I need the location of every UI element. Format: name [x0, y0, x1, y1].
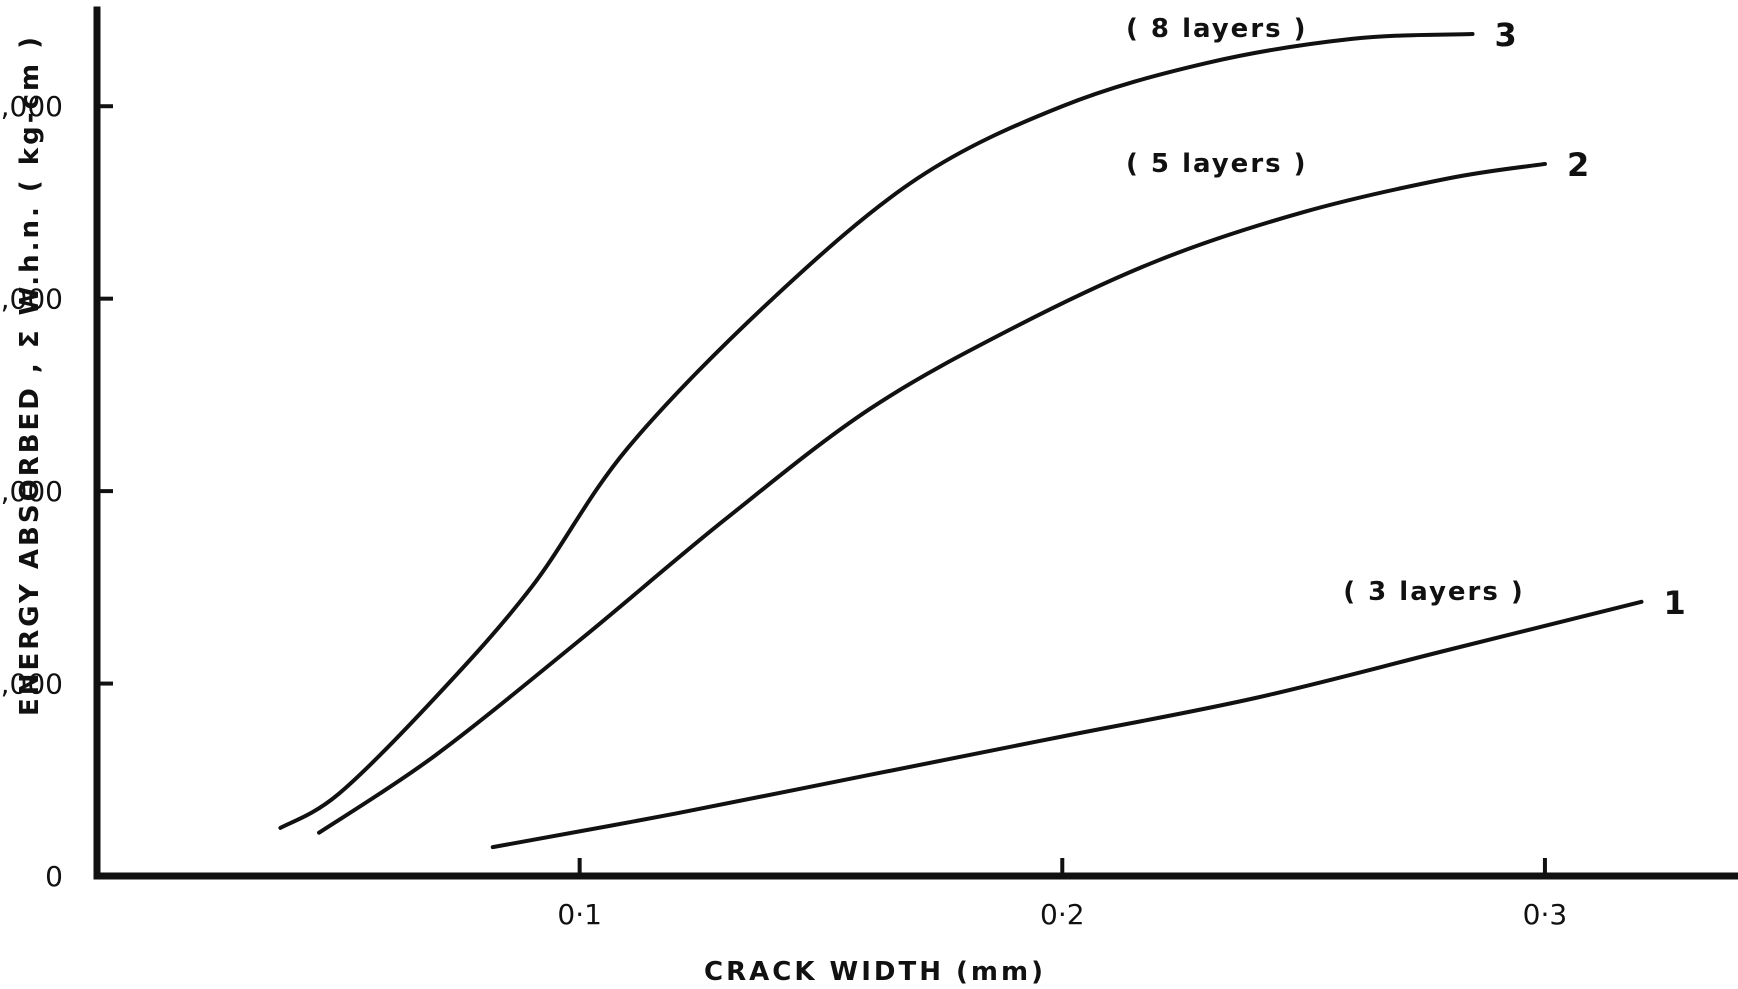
series-line-1: [490, 599, 1644, 850]
y-axis-title: ENERGY ABSORBED , Σ W.h.n. ( kg-cm ): [15, 34, 45, 716]
series-label-3: ( 8 layers ): [1126, 14, 1308, 44]
series-number-2: 2: [1567, 146, 1589, 184]
series-label-1: ( 3 layers ): [1343, 577, 1525, 607]
y-tick-label: 12,000: [0, 283, 63, 316]
series-line-2: [317, 161, 1547, 835]
y-tick-label: 4,000: [0, 668, 63, 701]
series-layer: [278, 32, 1644, 850]
labels-layer: 3 ( 8 layers ) 2 ( 5 layers ) 1 ( 3 layers ): [1126, 14, 1686, 622]
x-tick-label: 0·3: [1523, 898, 1568, 931]
series-label-2: ( 5 layers ): [1126, 149, 1308, 179]
axes: [93, 6, 1738, 880]
x-tick-label: 0·2: [1040, 898, 1085, 931]
x-ticks: 0·1 0·2 0·3: [557, 858, 1567, 931]
y-tick-label: 16,000: [0, 90, 63, 123]
y-tick-label: 8,000: [0, 475, 63, 508]
series-number-3: 3: [1495, 16, 1517, 54]
series-line-3: [278, 32, 1475, 830]
y-tick-label: 0: [45, 860, 63, 893]
series-number-1: 1: [1663, 584, 1685, 622]
y-ticks: 0 4,000 8,000 12,000 16,000: [0, 90, 113, 893]
x-tick-label: 0·1: [557, 898, 602, 931]
x-axis-title: CRACK WIDTH (mm): [704, 957, 1046, 987]
